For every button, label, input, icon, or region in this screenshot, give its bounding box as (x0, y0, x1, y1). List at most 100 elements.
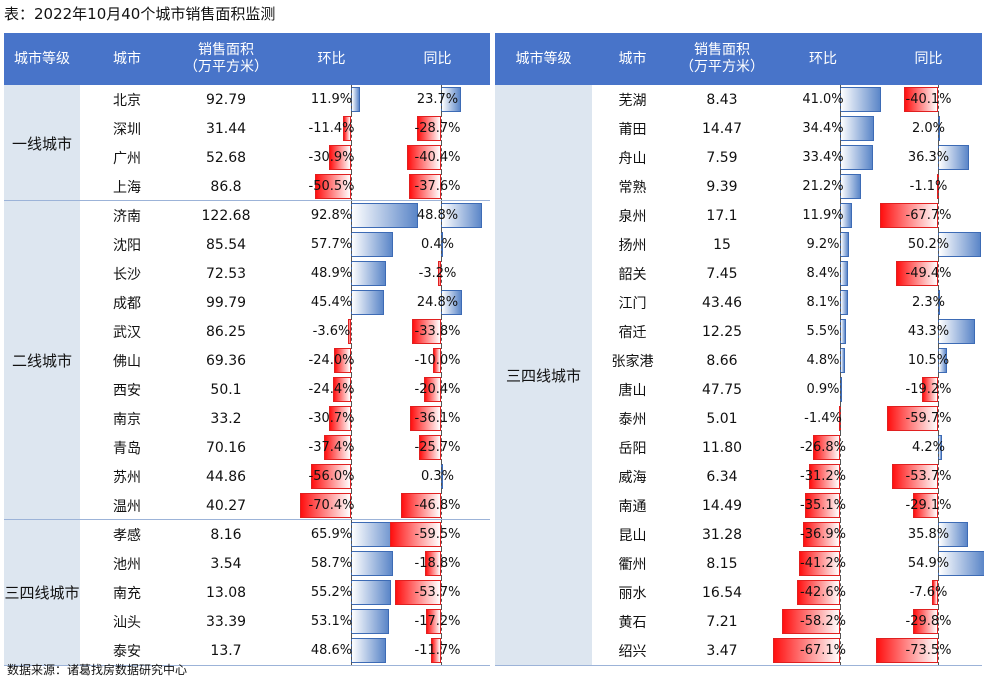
mom-change-value: -11.4% (308, 121, 355, 136)
yoy-change-value: -49.4% (905, 266, 952, 281)
yoy-change-value: 48.8% (416, 208, 459, 223)
city-name: 芜湖 (618, 92, 647, 109)
mom-change-bar (798, 551, 840, 576)
table-row: 南通 14.49 -35.1% -29.1% (495, 491, 982, 520)
sales-area: 40.27 (205, 497, 247, 514)
mom-change-cell: -31.2% (771, 462, 875, 491)
mom-change-cell: 55.2% (278, 578, 391, 607)
yoy-change-value: -33.8% (414, 324, 461, 339)
area-header-label: 销售面积 （万平方米） (680, 42, 764, 75)
table-row: 芜湖 8.43 41.0% -40.1% (495, 85, 982, 114)
city-name: 武汉 (113, 324, 141, 341)
mom-change-value: -37.4% (308, 440, 355, 455)
city-name: 池州 (113, 556, 141, 573)
mom-change-axis (840, 143, 841, 172)
mom-change-axis (351, 288, 352, 317)
mom-change-value: 57.7% (310, 237, 353, 252)
sales-area: 12.25 (701, 323, 743, 340)
city-name: 威海 (618, 469, 647, 486)
mom-change-bar (840, 87, 881, 112)
mom-change-bar (324, 435, 351, 460)
yoy-change-bar (438, 261, 441, 286)
table-row: 北京 92.79 11.9% 23.7% (4, 85, 490, 114)
sales-area: 13.7 (210, 642, 242, 659)
yoy-change-cell: -49.4% (875, 259, 982, 288)
city-name: 黄石 (618, 614, 647, 631)
yoy-change-axis (938, 85, 939, 114)
table-header: 城市等级 城市 销售面积 （万平方米） 环比 同比 (495, 33, 982, 85)
mom-change-axis (351, 433, 352, 462)
yoy-change-axis (938, 491, 939, 520)
mom-change-cell: 65.9% (278, 520, 399, 549)
yoy-change-value: -40.4% (414, 150, 461, 165)
mom-change-bar (333, 377, 351, 402)
sales-area: 44.86 (205, 468, 247, 485)
yoy-change-value: -67.7% (905, 208, 952, 223)
mom-change-value: -26.8% (800, 440, 846, 455)
mom-change-bar (314, 174, 351, 199)
page-title: 表：2022年10月40个城市销售面积监测 (4, 5, 276, 23)
yoy-change-cell: 48.8% (385, 201, 490, 230)
sales-area: 16.54 (701, 584, 743, 601)
yoy-change-cell: 23.7% (385, 85, 490, 114)
sales-area: 3.47 (706, 642, 738, 659)
mom-change-axis (840, 636, 841, 665)
mom-change-value: 0.9% (806, 382, 840, 397)
mom-change-cell: -24.0% (278, 346, 385, 375)
mom-change-axis (840, 317, 841, 346)
yoy-change-value: -11.7% (414, 643, 461, 658)
yoy-change-cell: -7.6% (875, 578, 982, 607)
mom-header: 环比 (278, 33, 385, 85)
mom-change-value: 34.4% (802, 121, 844, 136)
data-source-note: 数据来源：诸葛找房数据研究中心 (7, 663, 188, 677)
yoy-change-value: -17.2% (414, 614, 461, 629)
city-name: 常熟 (618, 179, 647, 196)
yoy-change-value: -59.5% (414, 527, 461, 542)
mom-change-cell: 45.4% (278, 288, 385, 317)
mom-change-bar (840, 116, 875, 141)
yoy-change-value: 43.3% (907, 324, 950, 339)
yoy-change-cell: 0.4% (385, 230, 490, 259)
mom-change-axis (840, 85, 841, 114)
yoy-change-bar (938, 551, 984, 576)
mom-change-value: 65.9% (310, 527, 353, 542)
city-header: 城市 (592, 33, 673, 85)
mom-change-value: 48.6% (310, 643, 353, 658)
city-name: 唐山 (618, 382, 647, 399)
sales-area: 43.46 (701, 294, 743, 311)
yoy-change-cell: -73.5% (875, 636, 982, 665)
yoy-change-value: -40.1% (905, 92, 952, 107)
table-row: 汕头 33.39 53.1% -17.2% (4, 607, 490, 636)
table-row: 泉州 17.1 11.9% -67.7% (495, 201, 982, 230)
yoy-change-bar (887, 406, 938, 431)
city-name: 佛山 (113, 353, 141, 370)
yoy-change-cell: -37.6% (385, 172, 490, 201)
mom-change-value: 4.8% (806, 353, 840, 368)
yoy-change-value: -37.6% (414, 179, 461, 194)
sales-area: 52.68 (205, 149, 247, 166)
mom-change-cell: -67.1% (771, 636, 875, 665)
table-row: 莆田 14.47 34.4% 2.0% (495, 114, 982, 143)
mom-change-cell: 53.1% (278, 607, 390, 636)
table-row: 舟山 7.59 33.4% 36.3% (495, 143, 982, 172)
tier-header-label: 城市等级 (14, 50, 70, 67)
yoy-change-axis (441, 404, 442, 433)
tier-group-cell: 三四线城市 (4, 520, 80, 665)
city-header: 城市 (80, 33, 174, 85)
table-row: 江门 43.46 8.1% 2.3% (495, 288, 982, 317)
sales-area: 11.80 (701, 439, 743, 456)
yoy-change-bar (921, 377, 938, 402)
yoy-change-cell: -10.0% (385, 346, 490, 375)
mom-change-axis (840, 607, 841, 636)
sales-area: 3.54 (210, 555, 242, 572)
yoy-change-value: 35.8% (907, 527, 950, 542)
yoy-change-axis (938, 346, 939, 375)
mom-change-cell: -41.2% (771, 549, 875, 578)
yoy-change-value: -10.0% (414, 353, 461, 368)
mom-change-cell: -30.7% (278, 404, 385, 433)
mom-change-axis (840, 433, 841, 462)
table-row: 扬州 15 9.2% 50.2% (495, 230, 982, 259)
sales-area: 72.53 (205, 265, 247, 282)
table-row: 长沙 72.53 48.9% -3.2% (4, 259, 490, 288)
mom-change-bar (808, 464, 840, 489)
